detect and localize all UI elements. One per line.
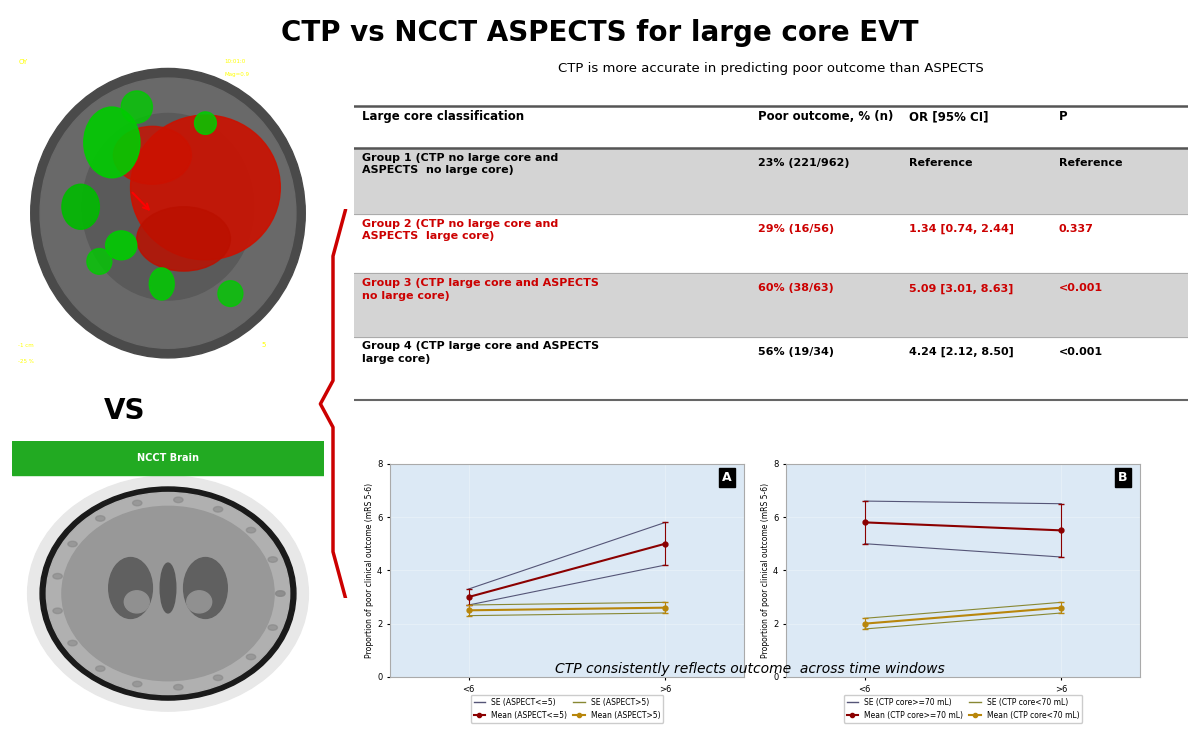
Text: VS: VS bbox=[104, 397, 145, 426]
Text: 0.337: 0.337 bbox=[1058, 224, 1093, 234]
X-axis label: Time to EVT (hours): Time to EVT (hours) bbox=[914, 699, 1012, 709]
Circle shape bbox=[218, 280, 242, 307]
Text: <0.001: <0.001 bbox=[1058, 346, 1103, 357]
Ellipse shape bbox=[68, 542, 77, 547]
Ellipse shape bbox=[96, 666, 104, 672]
Ellipse shape bbox=[40, 78, 296, 349]
Y-axis label: Proportion of poor clinical outcome (mRS 5-6): Proportion of poor clinical outcome (mRS… bbox=[365, 482, 374, 658]
Ellipse shape bbox=[62, 506, 274, 681]
Ellipse shape bbox=[53, 608, 62, 613]
Text: Reference: Reference bbox=[1058, 158, 1122, 168]
Text: -25 %: -25 % bbox=[18, 359, 34, 364]
Legend: SE (CTP core>=70 mL), Mean (CTP core>=70 mL), SE (CTP core<70 mL), Mean (CTP cor: SE (CTP core>=70 mL), Mean (CTP core>=70… bbox=[844, 695, 1082, 723]
Ellipse shape bbox=[268, 557, 277, 562]
Ellipse shape bbox=[246, 527, 256, 533]
Text: 5.09 [3.01, 8.63]: 5.09 [3.01, 8.63] bbox=[908, 283, 1013, 294]
Ellipse shape bbox=[161, 563, 176, 613]
Ellipse shape bbox=[47, 492, 289, 695]
Text: Group 4 (CTP large core and ASPECTS
large core): Group 4 (CTP large core and ASPECTS larg… bbox=[362, 341, 600, 364]
X-axis label: Time to EVT (hours): Time to EVT (hours) bbox=[518, 699, 616, 709]
Text: Large core classification: Large core classification bbox=[362, 110, 524, 123]
Ellipse shape bbox=[132, 681, 142, 687]
Text: Group 1 (CTP no large core and
ASPECTS  no large core): Group 1 (CTP no large core and ASPECTS n… bbox=[362, 153, 558, 175]
Ellipse shape bbox=[125, 591, 149, 613]
Text: 56% (19/34): 56% (19/34) bbox=[758, 346, 834, 357]
Circle shape bbox=[86, 248, 112, 275]
Text: CTP consistently reflects outcome  across time windows: CTP consistently reflects outcome across… bbox=[556, 662, 944, 676]
Ellipse shape bbox=[174, 684, 184, 690]
Ellipse shape bbox=[62, 184, 100, 230]
Text: CTP is more accurate in predicting poor outcome than ASPECTS: CTP is more accurate in predicting poor … bbox=[558, 62, 984, 75]
Ellipse shape bbox=[28, 476, 308, 711]
Ellipse shape bbox=[84, 107, 140, 178]
Ellipse shape bbox=[194, 112, 216, 135]
Ellipse shape bbox=[246, 654, 256, 660]
Ellipse shape bbox=[40, 487, 296, 700]
Ellipse shape bbox=[53, 574, 62, 579]
Text: 23% (221/962): 23% (221/962) bbox=[758, 158, 850, 168]
Text: 29% (16/56): 29% (16/56) bbox=[758, 224, 835, 234]
Ellipse shape bbox=[106, 231, 137, 260]
Text: 60% (38/63): 60% (38/63) bbox=[758, 283, 834, 293]
Ellipse shape bbox=[68, 640, 77, 646]
Text: CTP vs NCCT ASPECTS for large core EVT: CTP vs NCCT ASPECTS for large core EVT bbox=[281, 19, 919, 46]
Ellipse shape bbox=[187, 591, 211, 613]
Ellipse shape bbox=[149, 268, 174, 300]
Y-axis label: Proportion of poor clinical outcome (mRS 5-6): Proportion of poor clinical outcome (mRS… bbox=[761, 482, 770, 658]
Circle shape bbox=[121, 91, 152, 123]
Ellipse shape bbox=[174, 497, 184, 503]
Ellipse shape bbox=[131, 115, 281, 260]
Ellipse shape bbox=[82, 114, 254, 300]
Text: Group 2 (CTP no large core and
ASPECTS  large core): Group 2 (CTP no large core and ASPECTS l… bbox=[362, 219, 558, 242]
Ellipse shape bbox=[214, 675, 223, 681]
Text: A: A bbox=[722, 471, 732, 484]
Ellipse shape bbox=[137, 206, 230, 271]
Ellipse shape bbox=[31, 69, 305, 358]
Bar bbox=[354, 148, 1188, 214]
Text: Poor outcome, % (n): Poor outcome, % (n) bbox=[758, 110, 894, 123]
Text: Reference: Reference bbox=[908, 158, 972, 168]
Bar bbox=[354, 274, 1188, 337]
Text: NCCT Brain: NCCT Brain bbox=[137, 453, 199, 463]
Text: OY: OY bbox=[18, 59, 28, 65]
Ellipse shape bbox=[268, 625, 277, 631]
Text: Mag=0.9: Mag=0.9 bbox=[224, 72, 250, 76]
Text: 5: 5 bbox=[262, 343, 266, 349]
Text: OR [95% CI]: OR [95% CI] bbox=[908, 110, 988, 123]
Bar bbox=[12, 441, 324, 474]
Ellipse shape bbox=[184, 557, 227, 619]
Text: 10:01:0: 10:01:0 bbox=[224, 59, 246, 64]
Ellipse shape bbox=[276, 591, 286, 596]
Text: P: P bbox=[1058, 110, 1067, 123]
Text: 4.24 [2.12, 8.50]: 4.24 [2.12, 8.50] bbox=[908, 346, 1013, 357]
Ellipse shape bbox=[114, 126, 192, 184]
Legend: SE (ASPECT<=5), Mean (ASPECT<=5), SE (ASPECT>5), Mean (ASPECT>5): SE (ASPECT<=5), Mean (ASPECT<=5), SE (AS… bbox=[470, 695, 664, 723]
Text: Group 3 (CTP large core and ASPECTS
no large core): Group 3 (CTP large core and ASPECTS no l… bbox=[362, 278, 599, 301]
Text: B: B bbox=[1118, 471, 1128, 484]
Text: <0.001: <0.001 bbox=[1058, 283, 1103, 293]
Text: -1 cm: -1 cm bbox=[18, 343, 34, 349]
Ellipse shape bbox=[276, 591, 286, 596]
Text: 1.34 [0.74, 2.44]: 1.34 [0.74, 2.44] bbox=[908, 224, 1014, 234]
Ellipse shape bbox=[96, 515, 104, 521]
Ellipse shape bbox=[214, 506, 223, 512]
Ellipse shape bbox=[109, 557, 152, 619]
Ellipse shape bbox=[132, 500, 142, 506]
